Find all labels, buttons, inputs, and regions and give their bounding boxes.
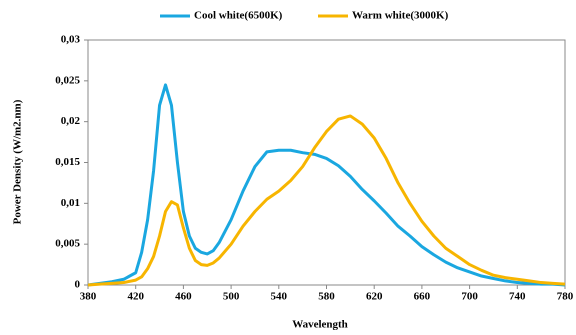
y-tick-label: 0,02 [61,115,81,127]
x-tick-label: 500 [223,291,240,303]
x-tick-label: 580 [318,291,335,303]
y-tick-label: 0,03 [61,34,81,46]
y-tick-label: 0,01 [61,197,80,209]
x-tick-label: 700 [461,291,478,303]
legend-label: Cool white(6500K) [194,10,283,22]
y-tick-label: 0,015 [55,156,80,168]
x-tick-label: 780 [557,291,574,303]
y-tick-label: 0,025 [55,74,80,86]
x-tick-label: 380 [80,291,97,303]
series-line [87,83,566,287]
x-tick-label: 540 [271,291,288,303]
plot-frame [87,39,566,286]
x-tick-label: 460 [175,291,192,303]
x-tick-label: 620 [366,291,383,303]
series-line [87,114,566,287]
x-axis-title: Wavelength [292,319,348,331]
y-axis-title: Power Density (W/m2.nm) [12,99,24,224]
x-tick-label: 420 [127,291,144,303]
x-tick-label: 740 [509,291,526,303]
legend-label: Warm white(3000K) [352,10,449,22]
x-tick-label: 660 [414,291,431,303]
y-tick-label: 0,005 [55,238,80,250]
y-tick-label: 0 [75,279,81,291]
